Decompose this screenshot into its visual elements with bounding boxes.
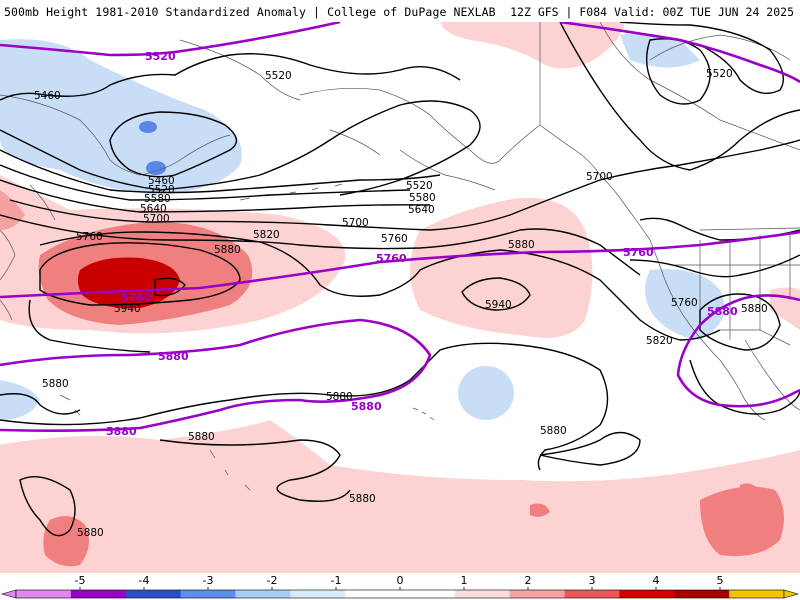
coastlines — [0, 22, 800, 491]
contour-label: 5520 — [148, 184, 175, 196]
colorbar-tick: 4 — [653, 574, 660, 587]
colorbar-tick: 0 — [397, 574, 404, 587]
contour-label: 5880 — [741, 303, 768, 315]
contour-label: 5820 — [646, 335, 673, 347]
colorbar-tick: -4 — [139, 574, 150, 587]
colorbar-swatch — [454, 590, 511, 598]
colorbar-swatch — [180, 590, 236, 598]
climatology-labels: 5520 5760 5760 5760 5880 5880 5880 5880 — [106, 50, 738, 438]
climatology-label: 5880 — [351, 400, 382, 413]
climatology-label: 5520 — [145, 50, 176, 63]
anomaly-shading — [0, 22, 800, 573]
contour-labels: 5460 5520 5520 5460 5520 5580 5640 5700 … — [34, 68, 768, 539]
climatology-label: 5880 — [707, 305, 738, 318]
header: 500mb Height 1981-2010 Standardized Anom… — [0, 0, 800, 22]
colorbar: -5 -4 -3 -2 -1 0 1 2 3 4 5 — [0, 573, 800, 600]
contour-label: 5880 — [77, 527, 104, 539]
contour-label: 5520 — [706, 68, 733, 80]
colorbar-swatch — [509, 590, 566, 598]
contour-label: 5880 — [349, 493, 376, 505]
contour-label: 5640 — [140, 203, 167, 215]
contour-label: 5880 — [214, 244, 241, 256]
colorbar-swatch — [619, 590, 675, 598]
contour-label: 5880 — [188, 431, 215, 443]
climatology-label: 5760 — [376, 252, 407, 265]
contour-label: 5940 — [114, 303, 141, 315]
colorbar-swatch — [16, 590, 72, 598]
contour-label: 5520 — [265, 70, 292, 82]
contour-label: 5820 — [253, 229, 280, 241]
colorbar-swatch — [290, 590, 346, 598]
colorbar-swatch — [564, 590, 620, 598]
colorbar-swatch — [70, 590, 127, 598]
contour-label: 5760 — [76, 231, 103, 243]
contour-label: 5880 — [42, 378, 69, 390]
climatology-label: 5760 — [623, 246, 654, 259]
contour-label: 5880 — [540, 425, 567, 437]
contour-label: 5760 — [381, 233, 408, 245]
colorbar-swatch — [345, 590, 401, 598]
contour-label: 5520 — [406, 180, 433, 192]
contour-label: 5700 — [586, 171, 613, 183]
colorbar-swatch — [235, 590, 291, 598]
colorbar-swatch — [400, 590, 456, 598]
contour-label: 5880 — [508, 239, 535, 251]
colorbar-high-arrow — [783, 589, 800, 599]
contour-label: 5880 — [326, 391, 353, 403]
contour-label: 5700 — [143, 213, 170, 225]
contour-label: 5460 — [34, 90, 61, 102]
colorbar-tick: -5 — [75, 574, 86, 587]
colorbar-tick: 5 — [717, 574, 724, 587]
contour-label: 5460 — [148, 175, 175, 187]
contour-label: 5940 — [485, 299, 512, 311]
climatology-label: 5880 — [106, 425, 137, 438]
colorbar-tick: 1 — [461, 574, 468, 587]
climatology-contours — [0, 22, 800, 432]
climatology-label: 5880 — [158, 350, 189, 363]
colorbar-tick: 2 — [525, 574, 532, 587]
model-valid-time: 12Z GFS | F084 Valid: 00Z TUE JUN 24 202… — [510, 5, 794, 19]
contour-label: 5580 — [144, 193, 171, 205]
colorbar-swatch — [674, 590, 730, 598]
colorbar-tick-labels: -5 -4 -3 -2 -1 0 1 2 3 4 5 — [75, 574, 724, 587]
contour-label: 5760 — [671, 297, 698, 309]
colorbar-tick: -1 — [331, 574, 342, 587]
contour-label: 5640 — [408, 204, 435, 216]
colorbar-swatches — [0, 587, 800, 599]
map-title: 500mb Height 1981-2010 Standardized Anom… — [4, 5, 496, 19]
contour-label: 5580 — [409, 192, 436, 204]
colorbar-swatch — [729, 590, 785, 598]
climatology-label: 5760 — [121, 291, 152, 304]
colorbar-tick: 3 — [589, 574, 596, 587]
height-contours — [0, 22, 800, 537]
colorbar-swatch — [125, 590, 182, 598]
colorbar-tick: -2 — [267, 574, 278, 587]
anomaly-map: 5460 5520 5520 5460 5520 5580 5640 5700 … — [0, 22, 800, 573]
colorbar-tick: -3 — [203, 574, 214, 587]
contour-label: 5700 — [342, 217, 369, 229]
